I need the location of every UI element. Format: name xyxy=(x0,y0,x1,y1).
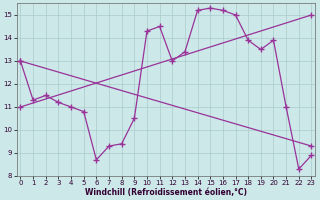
X-axis label: Windchill (Refroidissement éolien,°C): Windchill (Refroidissement éolien,°C) xyxy=(85,188,247,197)
